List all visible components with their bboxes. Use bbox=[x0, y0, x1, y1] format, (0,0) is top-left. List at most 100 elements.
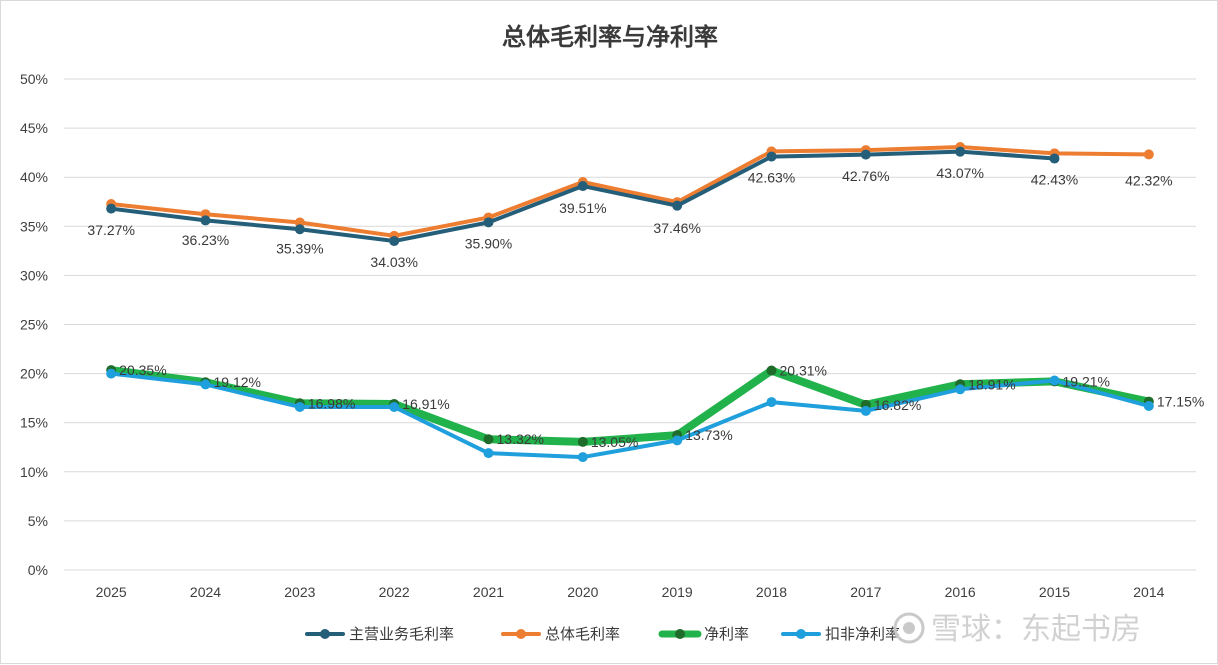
data-label: 34.03% bbox=[370, 254, 417, 270]
data-label: 43.07% bbox=[936, 165, 983, 181]
data-label: 18.91% bbox=[968, 376, 1015, 392]
data-label: 42.32% bbox=[1125, 172, 1172, 188]
data-label: 16.91% bbox=[402, 396, 449, 412]
x-tick-label: 2025 bbox=[96, 584, 127, 600]
data-point bbox=[294, 401, 305, 412]
legend-label: 主营业务毛利率 bbox=[349, 625, 454, 643]
x-tick-label: 2023 bbox=[284, 584, 315, 600]
data-label: 16.82% bbox=[874, 397, 921, 413]
series-line bbox=[107, 366, 1153, 446]
data-point bbox=[955, 146, 966, 157]
data-point bbox=[389, 401, 400, 412]
y-tick-label: 20% bbox=[20, 366, 48, 382]
data-label: 19.21% bbox=[1063, 373, 1110, 389]
data-label: 17.15% bbox=[1157, 394, 1204, 410]
x-tick-label: 2024 bbox=[190, 584, 221, 600]
y-tick-label: 10% bbox=[20, 464, 48, 480]
x-tick-label: 2022 bbox=[379, 584, 410, 600]
x-tick-label: 2021 bbox=[473, 584, 504, 600]
data-label: 16.98% bbox=[308, 395, 355, 411]
series-lines bbox=[106, 142, 1154, 463]
x-tick-label: 2015 bbox=[1039, 584, 1070, 600]
data-label: 13.32% bbox=[497, 431, 544, 447]
legend-marker bbox=[796, 629, 806, 639]
data-label: 13.05% bbox=[591, 434, 638, 450]
y-tick-label: 45% bbox=[20, 120, 48, 136]
data-label: 37.27% bbox=[87, 222, 134, 238]
data-point bbox=[766, 151, 777, 162]
x-tick-label: 2014 bbox=[1133, 584, 1164, 600]
snowball-logo-icon bbox=[893, 612, 925, 644]
chart-title: 总体毛利率与净利率 bbox=[502, 23, 718, 51]
legend-item: 总体毛利率 bbox=[501, 625, 620, 643]
data-label: 20.35% bbox=[119, 362, 166, 378]
data-point bbox=[860, 405, 871, 416]
data-point bbox=[955, 384, 966, 395]
legend-marker bbox=[516, 629, 526, 639]
watermark: 雪球：东起书房 bbox=[893, 612, 1141, 647]
data-point bbox=[483, 448, 494, 459]
y-tick-label: 25% bbox=[20, 317, 48, 333]
data-label: 37.46% bbox=[653, 220, 700, 236]
data-point bbox=[294, 224, 305, 235]
legend-item: 主营业务毛利率 bbox=[305, 625, 454, 643]
y-tick-label: 5% bbox=[28, 513, 48, 529]
data-point bbox=[200, 215, 211, 226]
x-tick-label: 2018 bbox=[756, 584, 787, 600]
data-point bbox=[1049, 153, 1060, 164]
data-point bbox=[1143, 149, 1154, 160]
legend-label: 扣非净利率 bbox=[825, 625, 900, 643]
data-label: 39.51% bbox=[559, 200, 606, 216]
data-label: 42.63% bbox=[748, 169, 795, 185]
legend-label: 净利率 bbox=[704, 625, 749, 643]
x-axis-ticks: 2025 2024 2023 2022 2021 2020 2019 2018 2017 2016… bbox=[96, 584, 1165, 600]
legend-item: 扣非净利率 bbox=[781, 625, 900, 643]
legend-label: 总体毛利率 bbox=[545, 625, 620, 643]
data-point bbox=[483, 217, 494, 228]
series-line bbox=[109, 145, 1151, 238]
data-label: 13.73% bbox=[685, 427, 732, 443]
series-line bbox=[109, 149, 1057, 244]
data-point bbox=[577, 452, 588, 463]
data-label: 42.76% bbox=[842, 168, 889, 184]
y-tick-label: 35% bbox=[20, 218, 48, 234]
data-label: 42.43% bbox=[1031, 171, 1078, 187]
watermark-text: 雪球：东起书房 bbox=[931, 612, 1141, 647]
x-tick-label: 2019 bbox=[662, 584, 693, 600]
y-tick-label: 40% bbox=[20, 169, 48, 185]
legend: 主营业务毛利率 总体毛利率 净利率 扣非净利率 bbox=[305, 625, 900, 643]
data-point bbox=[577, 181, 588, 192]
y-tick-label: 50% bbox=[20, 71, 48, 87]
data-point bbox=[106, 203, 117, 214]
data-point bbox=[766, 397, 777, 408]
gridlines bbox=[64, 78, 1196, 571]
y-tick-label: 15% bbox=[20, 415, 48, 431]
data-label: 19.12% bbox=[214, 374, 261, 390]
data-point bbox=[389, 236, 400, 247]
data-label: 36.23% bbox=[182, 232, 229, 248]
data-label: 35.90% bbox=[465, 235, 512, 251]
data-point bbox=[672, 200, 683, 211]
data-labels: 37.27% 36.23% 35.39% 34.03% 35.90% 39.51% 37.4… bbox=[87, 165, 1204, 450]
data-label: 35.39% bbox=[276, 240, 323, 256]
data-point bbox=[577, 436, 588, 447]
x-tick-label: 2020 bbox=[567, 584, 598, 600]
y-tick-label: 30% bbox=[20, 267, 48, 283]
data-point bbox=[672, 435, 683, 446]
y-tick-label: 0% bbox=[28, 562, 48, 578]
series-4 bbox=[106, 368, 1154, 463]
series-1 bbox=[106, 146, 1060, 247]
x-tick-label: 2016 bbox=[945, 584, 976, 600]
data-point bbox=[1049, 375, 1060, 386]
legend-item: 净利率 bbox=[658, 625, 749, 643]
data-point bbox=[200, 379, 211, 390]
x-tick-label: 2017 bbox=[850, 584, 881, 600]
data-point bbox=[766, 365, 777, 376]
data-point bbox=[860, 149, 871, 160]
data-point bbox=[106, 368, 117, 379]
data-label: 20.31% bbox=[780, 363, 827, 379]
y-axis-ticks: 0% 5% 10% 15% 20% 25% 30% 35% 40% 45% 50% bbox=[20, 71, 48, 578]
legend-marker bbox=[675, 629, 685, 639]
